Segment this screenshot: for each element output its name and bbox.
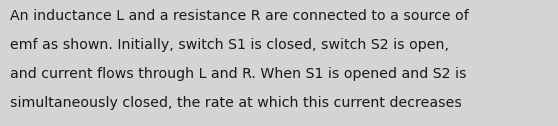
Text: An inductance L and a resistance R are connected to a source of: An inductance L and a resistance R are c… (10, 9, 469, 23)
Text: and current flows through L and R. When S1 is opened and S2 is: and current flows through L and R. When … (10, 67, 466, 81)
Text: emf as shown. Initially, switch S1 is closed, switch S2 is open,: emf as shown. Initially, switch S1 is cl… (10, 38, 449, 52)
Text: simultaneously closed, the rate at which this current decreases: simultaneously closed, the rate at which… (10, 96, 462, 110)
